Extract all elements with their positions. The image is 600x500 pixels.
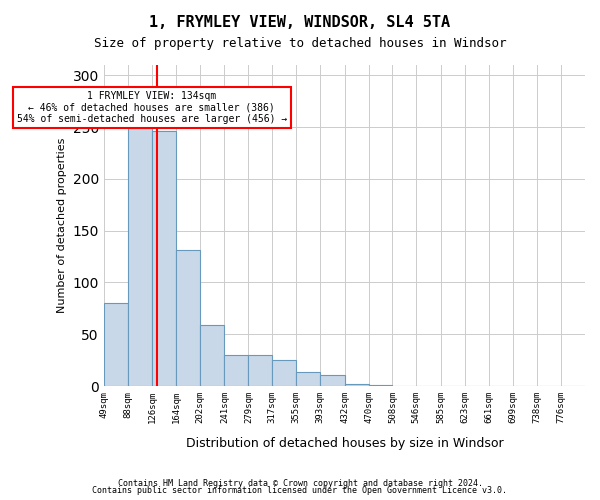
Text: 1, FRYMLEY VIEW, WINDSOR, SL4 5TA: 1, FRYMLEY VIEW, WINDSOR, SL4 5TA: [149, 15, 451, 30]
Bar: [296, 372, 320, 386]
Bar: [104, 303, 128, 386]
Bar: [224, 355, 248, 386]
Text: 1 FRYMLEY VIEW: 134sqm
← 46% of detached houses are smaller (386)
54% of semi-de: 1 FRYMLEY VIEW: 134sqm ← 46% of detached…: [17, 91, 287, 124]
Text: Size of property relative to detached houses in Windsor: Size of property relative to detached ho…: [94, 38, 506, 51]
Bar: [200, 325, 224, 386]
Bar: [368, 385, 392, 386]
X-axis label: Distribution of detached houses by size in Windsor: Distribution of detached houses by size …: [185, 437, 503, 450]
Bar: [248, 355, 272, 386]
Bar: [320, 374, 344, 386]
Bar: [128, 127, 152, 386]
Bar: [344, 384, 368, 386]
Bar: [152, 132, 176, 386]
Y-axis label: Number of detached properties: Number of detached properties: [57, 138, 67, 313]
Bar: [176, 250, 200, 386]
Bar: [272, 360, 296, 386]
Text: Contains public sector information licensed under the Open Government Licence v3: Contains public sector information licen…: [92, 486, 508, 495]
Text: Contains HM Land Registry data © Crown copyright and database right 2024.: Contains HM Land Registry data © Crown c…: [118, 478, 482, 488]
